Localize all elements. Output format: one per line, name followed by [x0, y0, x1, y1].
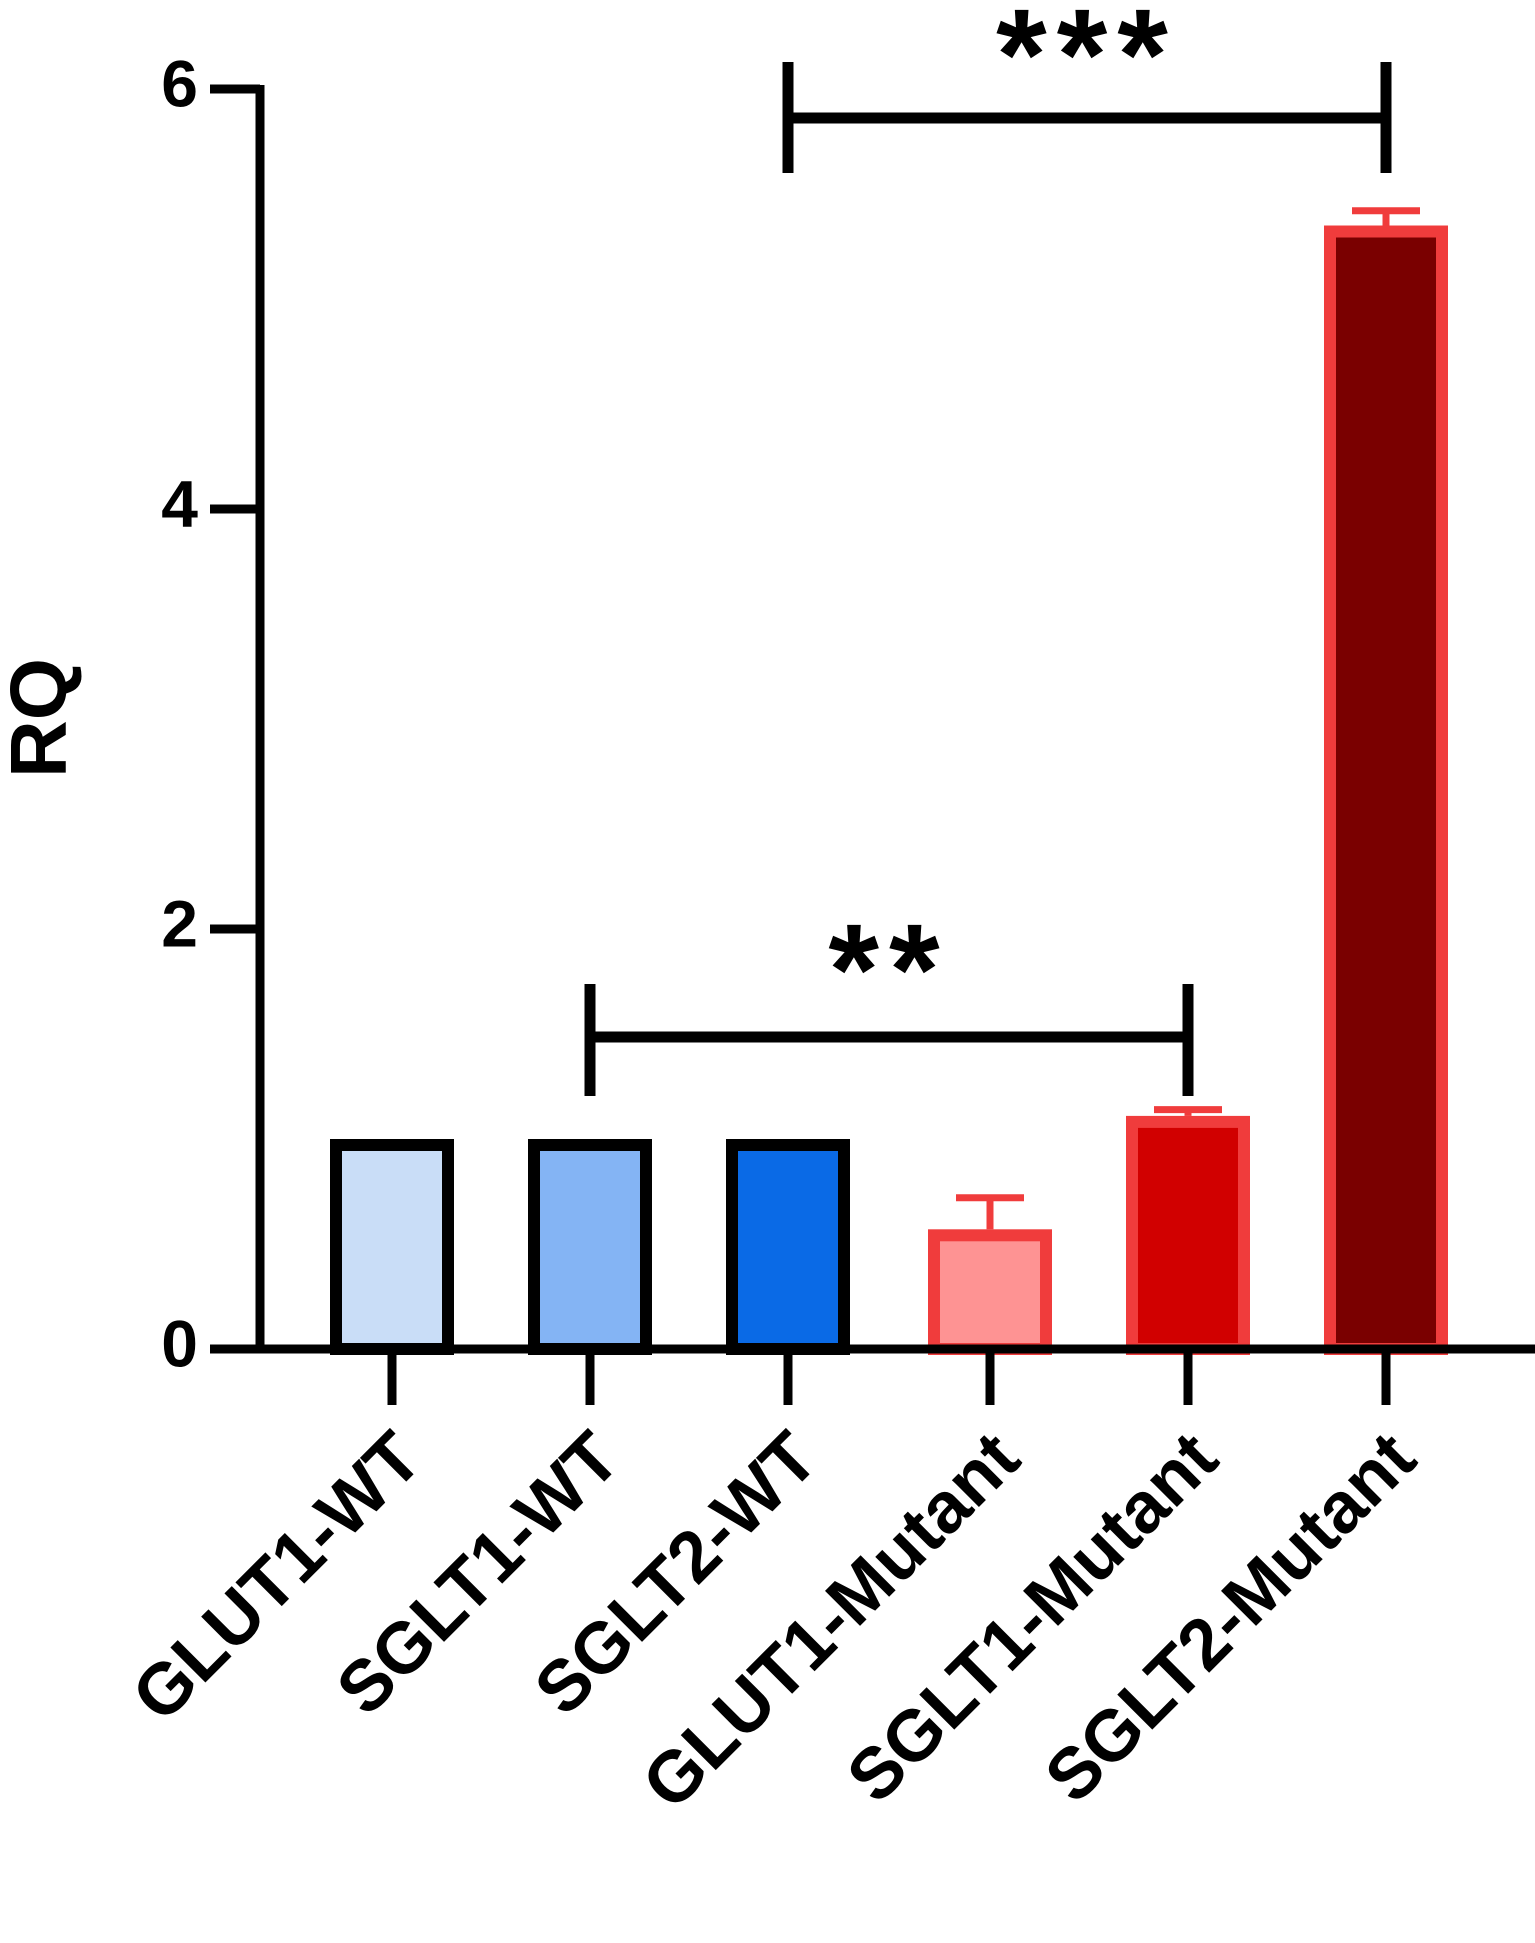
bar	[528, 1139, 652, 1355]
bar	[1126, 1115, 1250, 1356]
y-tick-label: 6	[161, 46, 198, 120]
y-tick-label: 0	[161, 1306, 198, 1380]
bar	[1324, 225, 1448, 1355]
y-axis-label: RQ	[0, 658, 83, 778]
significance: ***	[996, 0, 1178, 127]
bar	[330, 1139, 454, 1355]
significance: **	[828, 896, 949, 1042]
bar	[726, 1139, 850, 1355]
x-tick-label: SGLT2-Mutant	[1030, 1417, 1431, 1818]
bar	[928, 1229, 1052, 1356]
y-tick-label: 2	[161, 886, 198, 960]
y-tick-label: 4	[161, 466, 198, 540]
